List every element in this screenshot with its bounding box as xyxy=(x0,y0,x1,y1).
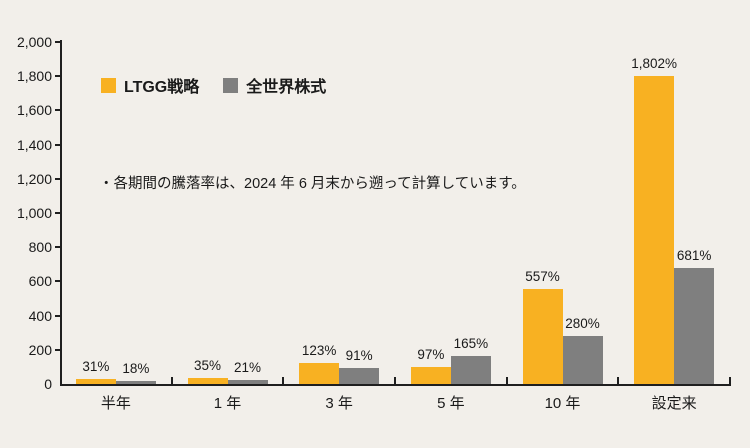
y-tick xyxy=(55,75,61,78)
y-tick-label: 800 xyxy=(28,239,52,256)
x-tick xyxy=(282,377,285,385)
value-label: 21% xyxy=(233,360,262,375)
value-label: 31% xyxy=(82,359,110,374)
y-tick xyxy=(55,109,61,112)
y-tick-label: 1,800 xyxy=(16,68,52,85)
category-label: 3 年 xyxy=(325,395,353,412)
value-label: 18% xyxy=(122,361,150,376)
y-tick xyxy=(55,314,61,317)
x-tick xyxy=(505,377,508,385)
category-label: 10 年 xyxy=(544,395,581,412)
value-label: 681% xyxy=(676,248,712,263)
legend-swatch-world xyxy=(223,77,239,93)
x-tick xyxy=(170,377,173,385)
legend-swatch-ltgg xyxy=(101,77,116,93)
x-tick xyxy=(617,377,620,385)
bar-ltgg xyxy=(634,76,675,384)
y-tick-label: 0 xyxy=(44,376,52,392)
y-tick-label: 2,000 xyxy=(16,34,52,50)
y-tick xyxy=(55,348,61,351)
y-tick-label: 1,000 xyxy=(16,205,52,221)
value-label: 1,802% xyxy=(631,56,678,71)
x-axis-line xyxy=(60,384,731,386)
bar-ltgg xyxy=(410,367,451,384)
y-tick-label: 400 xyxy=(28,307,52,324)
y-tick-label: 600 xyxy=(28,273,52,290)
value-label: 35% xyxy=(193,358,222,373)
bar-world xyxy=(674,268,715,384)
legend-label-world: 全世界株式 xyxy=(246,79,327,96)
category-label: 設定来 xyxy=(651,395,697,412)
value-label: 123% xyxy=(301,343,337,358)
value-label: 91% xyxy=(345,348,373,363)
y-tick-label: 200 xyxy=(28,341,52,358)
bar-world xyxy=(339,368,380,384)
annotation-note: ・各期間の騰落率は、2024 年 6 月末から遡って計算しています。 xyxy=(99,176,526,192)
bar-ltgg xyxy=(522,289,563,384)
y-tick xyxy=(55,143,61,146)
legend-item-ltgg: LTGG戦略 xyxy=(101,73,199,97)
y-tick xyxy=(55,41,61,43)
bar-ltgg xyxy=(299,363,340,384)
legend: LTGG戦略 全世界株式 xyxy=(101,73,326,97)
y-tick xyxy=(55,212,61,214)
y-tick-label: 1,200 xyxy=(16,170,52,187)
category-label: 5 年 xyxy=(437,395,465,412)
value-label: 165% xyxy=(453,336,489,351)
bar-world xyxy=(450,356,491,384)
bar-world xyxy=(227,380,268,384)
value-label: 280% xyxy=(565,316,600,331)
category-label: 1 年 xyxy=(213,395,242,412)
y-tick-label: 1,600 xyxy=(16,102,52,119)
bar-ltgg xyxy=(187,378,228,384)
y-tick xyxy=(55,246,61,249)
legend-label-ltgg: LTGG戦略 xyxy=(124,79,200,96)
value-label: 557% xyxy=(525,269,560,284)
x-tick xyxy=(394,377,396,385)
x-tick xyxy=(729,377,731,385)
legend-item-world: 全世界株式 xyxy=(223,73,326,97)
y-tick xyxy=(55,280,61,283)
y-tick-label: 1,400 xyxy=(16,136,52,153)
category-label: 半年 xyxy=(100,395,131,412)
y-axis-line xyxy=(60,40,62,385)
bar-ltgg xyxy=(75,379,116,384)
bar-world xyxy=(562,336,603,384)
value-label: 97% xyxy=(417,347,445,362)
y-tick xyxy=(55,177,61,180)
bar-world xyxy=(115,381,156,384)
